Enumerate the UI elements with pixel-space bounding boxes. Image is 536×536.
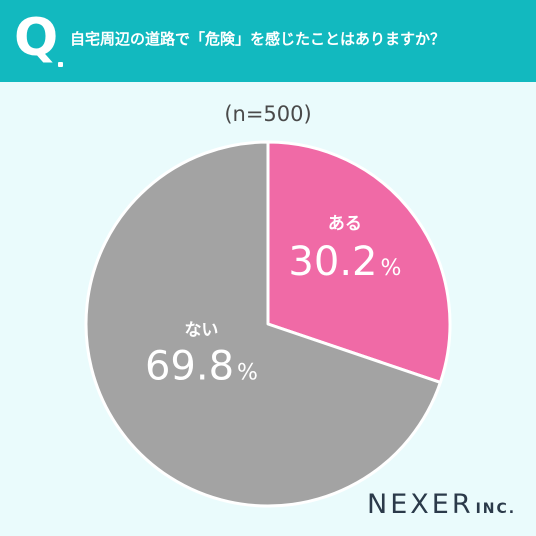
pie-slice-1 <box>84 140 442 508</box>
brand-suffix: INC. <box>475 501 517 517</box>
question-header: Q 自宅周辺の道路で「危険」を感じたことはありますか？ <box>0 0 536 82</box>
slice-label-0: ある <box>328 214 362 234</box>
slice-value-0: 30.2% <box>288 239 401 285</box>
sample-size: (n=500) <box>224 102 312 126</box>
question-text: 自宅周辺の道路で「危険」を感じたことはありますか？ <box>70 30 446 48</box>
brand-name: NEXER <box>367 489 474 520</box>
slice-label-1: ない <box>184 321 218 341</box>
q-mark: Q <box>14 8 59 68</box>
brand-logo: NEXER INC. <box>367 489 516 525</box>
pie-slice-0 <box>266 140 452 384</box>
q-dot-icon <box>58 62 63 67</box>
slice-value-1: 69.8% <box>145 344 258 390</box>
